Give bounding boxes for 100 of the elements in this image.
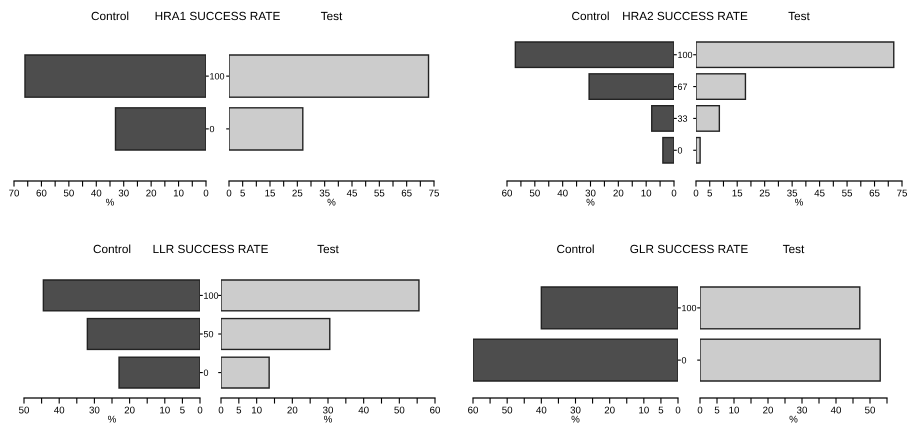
x-tick-label: 10 xyxy=(642,190,652,196)
x-tick-label: 0 xyxy=(698,406,702,414)
x-tick-label: 50 xyxy=(864,406,876,414)
x-tick-label: 20 xyxy=(613,190,624,196)
x-axis-title: % xyxy=(324,416,332,422)
y-tick-label: 0 xyxy=(678,147,682,154)
bar xyxy=(696,41,894,68)
x-tick-label: 40 xyxy=(557,190,568,196)
x-tick-label: 65 xyxy=(402,190,412,196)
x-tick-label: 0 xyxy=(672,190,676,196)
x-tick-label: 35 xyxy=(787,190,798,196)
x-tick-label: 10 xyxy=(252,406,262,414)
bar xyxy=(514,41,674,68)
x-tick-label: 15 xyxy=(732,190,742,196)
y-tick-label: 100 xyxy=(678,52,692,58)
y-tick-label: 100 xyxy=(210,73,224,80)
x-tick-label: 40 xyxy=(54,406,64,414)
x-tick-label: 20 xyxy=(124,406,135,414)
x-axis-title: % xyxy=(586,198,594,206)
y-tick-label: 0 xyxy=(682,357,686,364)
text: LLR SUCCESS RATE xyxy=(154,244,268,254)
x-tick-label: 5 xyxy=(707,190,712,196)
chart-title: Test xyxy=(317,244,339,254)
x-tick-label: 0 xyxy=(218,406,224,414)
x-tick-label: 10 xyxy=(729,406,740,414)
x-axis-title: % xyxy=(106,198,114,206)
x-tick-label: 40 xyxy=(358,406,369,414)
x-axis-title: % xyxy=(108,416,116,422)
x-tick-label: 0 xyxy=(226,190,232,196)
x-tick-label: 55 xyxy=(842,190,852,196)
x-tick-label: 50 xyxy=(394,406,404,414)
x-tick-label: 30 xyxy=(322,406,334,414)
x-tick-label: 65 xyxy=(870,190,880,196)
text: GLR SUCCESS RATE xyxy=(630,244,748,254)
chart-title: Control xyxy=(557,244,594,254)
x-tick-label: 60 xyxy=(430,406,440,414)
x-tick-label: 10 xyxy=(639,406,649,414)
x-tick-label: 20 xyxy=(287,406,298,414)
chart-title: Test xyxy=(788,12,810,20)
chart-title: Test xyxy=(320,12,342,20)
x-tick-label: 35 xyxy=(320,190,330,196)
chart-title: Control xyxy=(94,244,130,254)
x-tick-label: 60 xyxy=(502,190,512,196)
x-tick-label: 25 xyxy=(292,190,302,196)
x-tick-label: 55 xyxy=(374,190,384,196)
x-tick-label: 20 xyxy=(146,190,156,196)
y-tick-label: 50 xyxy=(204,330,214,338)
x-tick-label: 10 xyxy=(174,190,184,196)
x-tick-label: 5 xyxy=(714,406,720,414)
text: HRA1 SUCCESS RATE xyxy=(156,12,280,20)
bar xyxy=(696,136,701,164)
x-tick-label: 10 xyxy=(160,406,170,414)
chart-title: Test xyxy=(782,244,804,254)
bar xyxy=(86,318,200,350)
x-tick-label: 50 xyxy=(18,406,30,414)
y-tick-label: 67 xyxy=(678,84,688,90)
x-tick-label: 40 xyxy=(91,190,102,196)
y-tick-label: 33 xyxy=(678,115,688,122)
text: HRA2 SUCCESS RATE xyxy=(623,12,748,20)
x-axis-title: % xyxy=(790,416,798,422)
bar xyxy=(42,279,200,312)
x-tick-label: 5 xyxy=(240,190,245,196)
bar xyxy=(588,73,674,100)
x-tick-label: 15 xyxy=(265,190,275,196)
x-tick-label: 30 xyxy=(89,406,100,414)
bar xyxy=(221,318,330,350)
bar xyxy=(651,104,674,132)
x-tick-label: 45 xyxy=(346,190,357,196)
bar xyxy=(221,279,420,312)
x-tick-label: 20 xyxy=(763,406,774,414)
x-tick-label: 30 xyxy=(118,190,129,196)
x-tick-label: 5 xyxy=(180,406,185,414)
chart-title: Control xyxy=(572,12,609,20)
x-tick-label: 60 xyxy=(468,406,478,414)
y-tick-label: 0 xyxy=(210,126,214,132)
bar xyxy=(696,104,720,132)
x-tick-label: 0 xyxy=(198,406,202,414)
y-tick-label: 0 xyxy=(204,370,208,376)
bar xyxy=(696,73,746,100)
x-tick-label: 40 xyxy=(536,406,546,414)
x-tick-label: 50 xyxy=(530,190,540,196)
x-axis-title: % xyxy=(795,198,803,206)
x-tick-label: 75 xyxy=(897,190,907,196)
bar xyxy=(118,356,200,389)
x-axis-title: % xyxy=(328,198,336,206)
x-tick-label: 45 xyxy=(814,190,825,196)
x-tick-label: 30 xyxy=(570,406,581,414)
x-tick-label: 60 xyxy=(36,190,46,196)
x-tick-label: 20 xyxy=(604,406,615,414)
x-tick-label: 50 xyxy=(502,406,512,414)
x-tick-label: 30 xyxy=(585,190,596,196)
bar xyxy=(662,136,674,164)
y-tick-label: 100 xyxy=(682,304,696,312)
x-tick-label: 40 xyxy=(830,406,842,414)
x-tick-label: 70 xyxy=(9,190,20,196)
x-tick-label: 0 xyxy=(694,190,698,196)
bar xyxy=(221,356,270,389)
x-tick-label: 30 xyxy=(796,406,808,414)
x-tick-label: 75 xyxy=(429,190,439,196)
x-tick-label: 5 xyxy=(236,406,242,414)
